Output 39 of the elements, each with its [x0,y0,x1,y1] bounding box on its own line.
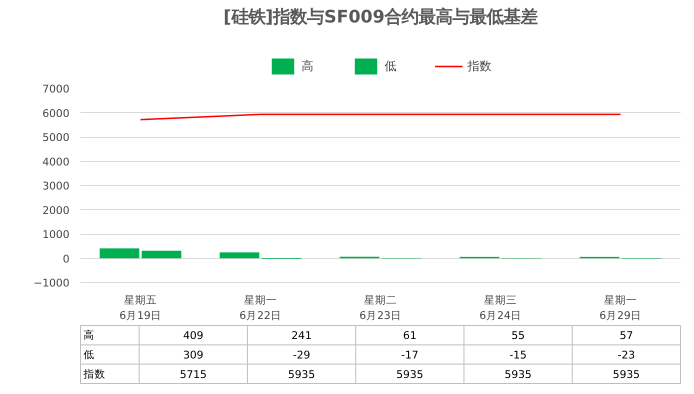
text: 高 [84,328,95,342]
y-tick-label: 5000 [42,131,70,144]
data-label: 55 [511,329,525,342]
data-label: 5935 [504,368,532,381]
bar [220,252,260,258]
x-tick-label: 星期一 6月22日 [239,294,282,322]
y-tick-label: 2000 [42,204,70,217]
data-label: -23 [618,348,636,362]
data-label: 5715 [180,368,207,381]
bar [142,250,182,258]
data-label: 309 [183,348,204,362]
x-tick-label: 星期五 6月19日 [119,294,162,322]
data-label: 409 [183,329,204,342]
data-label: 61 [403,329,417,342]
data-label: -17 [401,348,419,362]
y-tick-label: 7000 [42,82,70,96]
legend-label: 高 [302,58,314,74]
legend-label: 指数 [468,58,492,74]
chart-title: [硅铁]指数与SF009合约最高与最低基差 [223,8,538,28]
bar [100,248,140,258]
text: 指数 [84,367,106,380]
y-tick-label: 3000 [42,180,70,192]
y-tick-label: 4000 [42,155,70,168]
y-tick-label: 6000 [42,106,70,120]
data-label: -29 [292,348,310,362]
data-label: 5935 [288,368,316,381]
data-label: 5935 [396,368,424,381]
data-label: 57 [620,329,634,342]
data-label: 241 [291,329,312,342]
legend-label: 低 [384,58,398,74]
data-label: -15 [509,348,527,362]
x-tick-label: 星期三 6月24日 [479,294,522,322]
text: 低 [84,348,95,361]
y-tick-label: 0 [62,252,70,266]
data-label: 5935 [612,368,640,381]
x-tick-label: 星期二 6月23日 [359,294,402,322]
x-tick-label: 星期一 6月29日 [599,294,642,322]
y-tick-label: 1000 [42,228,70,241]
y-tick-label: −1000 [33,276,70,290]
